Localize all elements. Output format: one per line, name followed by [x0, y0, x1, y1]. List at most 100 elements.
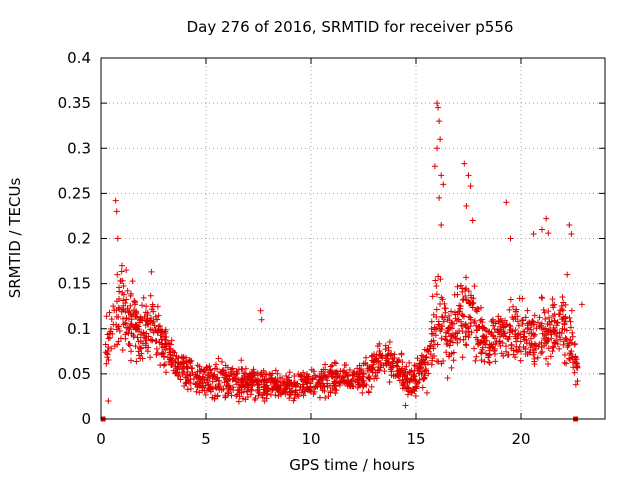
data-point	[142, 335, 149, 342]
data-point	[541, 342, 548, 349]
data-point	[559, 294, 566, 301]
data-point	[442, 305, 449, 312]
data-point	[513, 308, 520, 315]
data-point	[421, 374, 428, 381]
data-point	[435, 321, 442, 328]
data-point	[128, 357, 135, 364]
data-point	[318, 370, 325, 377]
data-point	[415, 379, 422, 386]
data-point	[123, 267, 130, 274]
data-point	[530, 330, 537, 337]
data-point	[448, 308, 455, 315]
data-point	[416, 376, 423, 383]
data-point	[107, 328, 114, 335]
data-point	[193, 388, 200, 395]
data-point	[125, 326, 132, 333]
data-point	[179, 371, 186, 378]
data-point	[113, 208, 120, 215]
data-point	[242, 375, 249, 382]
data-point	[554, 319, 561, 326]
data-point	[492, 358, 499, 365]
data-point	[175, 373, 182, 380]
data-point	[186, 357, 193, 364]
data-point	[204, 372, 211, 379]
data-point	[404, 384, 411, 391]
data-point	[441, 300, 448, 307]
data-point	[216, 386, 223, 393]
data-point	[227, 368, 234, 375]
data-point	[133, 322, 140, 329]
data-point	[103, 313, 110, 320]
data-point	[120, 282, 127, 289]
data-point	[436, 118, 443, 125]
data-point	[434, 145, 440, 152]
data-point	[488, 329, 495, 336]
data-point	[434, 341, 441, 348]
data-point	[552, 337, 559, 344]
data-point	[144, 348, 151, 355]
data-point	[440, 181, 447, 188]
data-point	[416, 365, 423, 372]
data-point	[325, 393, 332, 400]
data-point	[332, 383, 339, 390]
data-point	[428, 338, 435, 345]
data-point	[538, 320, 545, 327]
data-point	[319, 387, 326, 394]
data-point	[168, 337, 175, 344]
data-point	[520, 334, 527, 341]
data-point	[148, 306, 155, 313]
data-point	[149, 301, 156, 308]
data-point	[145, 333, 152, 340]
data-point	[199, 373, 206, 380]
data-point	[106, 334, 113, 341]
y-tick-label: 0.1	[67, 320, 91, 338]
data-point	[153, 338, 160, 345]
data-point	[174, 358, 181, 365]
data-point	[259, 394, 266, 401]
data-point	[359, 389, 366, 396]
data-point	[433, 291, 440, 298]
data-point	[539, 295, 546, 302]
y-tick-label: 0.2	[67, 230, 91, 248]
data-point	[561, 351, 568, 358]
data-point	[228, 392, 235, 399]
data-point	[165, 359, 172, 366]
data-point	[512, 327, 519, 334]
data-point	[129, 278, 136, 285]
data-point	[471, 319, 478, 326]
data-point	[539, 348, 546, 355]
data-point	[526, 319, 533, 326]
data-point	[263, 379, 270, 386]
y-tick-label: 0.4	[67, 49, 91, 67]
data-point	[261, 389, 268, 396]
data-point	[298, 373, 305, 380]
data-point	[202, 391, 209, 398]
data-point	[153, 351, 160, 358]
data-point	[249, 383, 256, 390]
data-point	[478, 349, 485, 356]
data-point	[327, 389, 334, 396]
data-point	[471, 345, 478, 352]
data-point	[205, 370, 212, 377]
grid	[101, 58, 605, 419]
data-point	[333, 387, 340, 394]
data-point	[385, 344, 392, 351]
data-point	[163, 343, 170, 350]
data-point	[567, 318, 574, 325]
data-point	[517, 331, 524, 338]
data-point	[422, 361, 429, 368]
data-point	[140, 294, 147, 301]
data-point	[551, 311, 558, 318]
data-point	[545, 361, 552, 368]
data-point	[417, 364, 424, 371]
data-point	[562, 335, 569, 342]
data-point	[371, 351, 378, 358]
data-point	[120, 306, 127, 313]
data-point	[148, 268, 155, 275]
y-tick-label: 0.25	[58, 184, 91, 202]
data-point	[566, 355, 573, 362]
data-point	[119, 262, 125, 269]
data-point	[469, 299, 476, 306]
data-point	[433, 283, 440, 290]
data-point	[342, 370, 349, 377]
